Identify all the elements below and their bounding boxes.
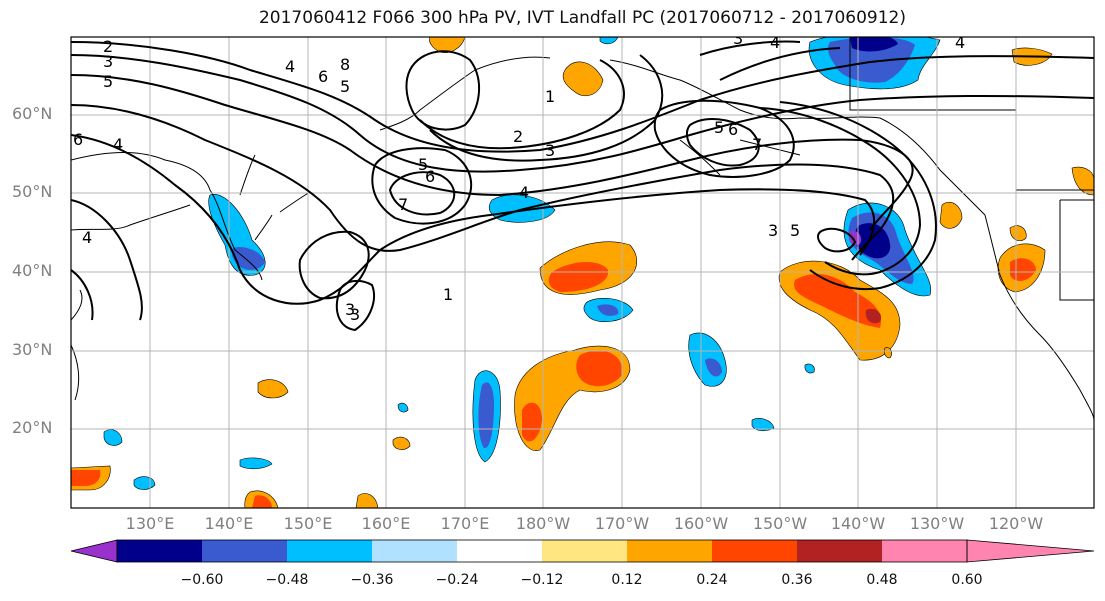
contour-label: 5 [714,118,724,137]
colorbar-tick: −0.24 [435,572,479,588]
lon-label: 150°W [752,514,808,533]
colorbar-segment [712,540,797,562]
lon-label: 160°E [361,514,411,533]
colorbar-tick: 0.48 [866,572,898,588]
lon-label: 140°W [830,514,886,533]
colorbar-tick: −0.12 [520,572,564,588]
colorbar-segment [797,540,882,562]
lon-label: 120°W [988,514,1044,533]
colorbar-tick: 0.12 [611,572,643,588]
colorbar-segment [627,540,712,562]
contour-label: 3 [103,52,113,71]
contour-label: 6 [73,130,83,149]
lon-label: 130°W [909,514,965,533]
lon-label: 130°E [125,514,175,533]
colorbar [70,539,1095,563]
contour-label: 4 [770,33,780,52]
contour-label: 3 [545,141,555,160]
contour-label: 3 [768,221,778,240]
lat-label: 40°N [12,261,53,280]
lat-label: 60°N [12,104,53,123]
lon-label: 170°E [440,514,490,533]
colorbar-tick: −0.60 [180,572,224,588]
colorbar-tick: 0.36 [781,572,813,588]
contour-label: 8 [340,55,350,74]
colorbar-tick: −0.36 [350,572,394,588]
contour-label: 7 [752,135,762,154]
contour-label: 4 [519,183,529,202]
contour-label: 2 [513,127,523,146]
contour-label: 2 [103,37,113,56]
lon-label: 150°E [283,514,333,533]
colorbar-segment [457,540,542,562]
contour-label: 1 [443,285,453,304]
lon-label: 160°W [673,514,729,533]
colorbar-segment [202,540,287,562]
contour-label: 4 [285,57,295,76]
colorbar-tick: 0.24 [696,572,728,588]
contour-label: 5 [418,155,428,174]
map-frame [70,36,1095,509]
lon-label: 170°W [594,514,650,533]
contour-label: 6 [425,167,435,186]
lat-label: 50°N [12,182,53,201]
contour-label: 3 [350,305,360,324]
colorbar-segment [542,540,627,562]
coastlines [71,37,1094,421]
contour-label: 1 [545,87,555,106]
pv-contours [71,40,1094,332]
contour-label: 6 [728,120,738,139]
lat-label: 20°N [12,418,53,437]
colorbar-tick: 0.60 [951,572,983,588]
lon-label: 180°W [515,514,571,533]
pc-shading [71,37,1094,508]
contour-labels: 2 3 5 6 4 4 6 8 5 1 2 3 5 6 7 4 3 1 3 5 … [73,29,965,324]
contour-label: 5 [790,221,800,240]
colorbar-tick: −0.48 [265,572,309,588]
lon-label: 140°E [204,514,254,533]
map-title: 2017060412 F066 300 hPa PV, IVT Landfall… [258,8,906,28]
contour-label: 4 [113,135,123,154]
contour-label: 5 [340,77,350,96]
colorbar-segment [372,540,457,562]
contour-label: 4 [955,33,965,52]
colorbar-segment [287,540,372,562]
lat-label: 30°N [12,340,53,359]
colorbar-segment [882,540,967,562]
contour-label: 7 [398,195,408,214]
contour-label: 4 [82,228,92,247]
contour-label: 5 [103,72,113,91]
contour-label: 3 [345,300,355,319]
colorbar-segment [117,540,202,562]
contour-label: 3 [733,29,743,48]
contour-label: 6 [318,67,328,86]
